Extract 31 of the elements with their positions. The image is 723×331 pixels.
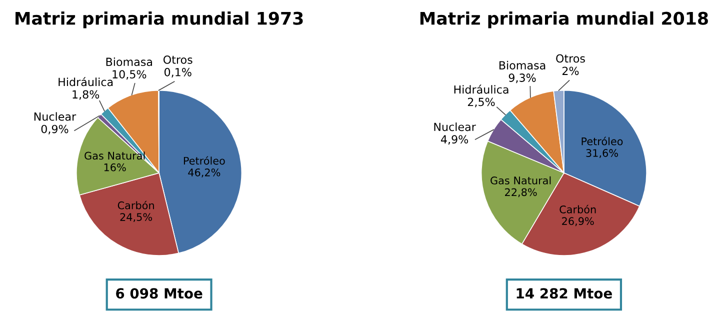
slice-label: Carbón bbox=[560, 204, 596, 214]
slice-label: Petróleo bbox=[184, 156, 225, 165]
data-label: 0,9% bbox=[41, 124, 68, 134]
data-label: 16% bbox=[104, 163, 126, 172]
chart-title: Matriz primaria mundial 1973 bbox=[16, 11, 303, 28]
slice-label: Petróleo bbox=[582, 136, 623, 146]
slice-label: Gas Natural bbox=[490, 176, 551, 184]
data-label: 22,8% bbox=[505, 188, 537, 198]
data-label: 26,9% bbox=[562, 217, 594, 226]
text: 14 282 Mtoe bbox=[516, 288, 612, 299]
data-label: 31,6% bbox=[586, 149, 618, 158]
data-label: 10,5% bbox=[112, 70, 146, 80]
data-label: 4,9% bbox=[440, 135, 468, 145]
data-label: 0,1% bbox=[164, 68, 192, 78]
slice-label: Biomasa bbox=[106, 57, 152, 66]
data-label: 24,5% bbox=[120, 213, 152, 222]
slice-label: Carbón bbox=[118, 200, 154, 210]
data-label: 2,5% bbox=[468, 98, 495, 108]
slice-label: Otros bbox=[556, 54, 585, 63]
slice-label: Nuclear bbox=[34, 112, 76, 121]
data-label: 46,2% bbox=[188, 168, 220, 178]
data-label: 1,8% bbox=[72, 90, 100, 100]
text: 6 098 Mtoe bbox=[116, 288, 202, 299]
data-label: 2% bbox=[562, 66, 579, 76]
slice-label: Hidráulica bbox=[454, 84, 508, 94]
slice-label: Hidráulica bbox=[58, 77, 113, 86]
slice-label: Nuclear bbox=[434, 122, 476, 132]
slice-label: Biomasa bbox=[499, 60, 546, 70]
slice-label: Otros bbox=[163, 55, 192, 64]
data-label: 9,3% bbox=[508, 74, 536, 84]
chart-title: Matriz primaria mundial 2018 bbox=[420, 11, 708, 28]
